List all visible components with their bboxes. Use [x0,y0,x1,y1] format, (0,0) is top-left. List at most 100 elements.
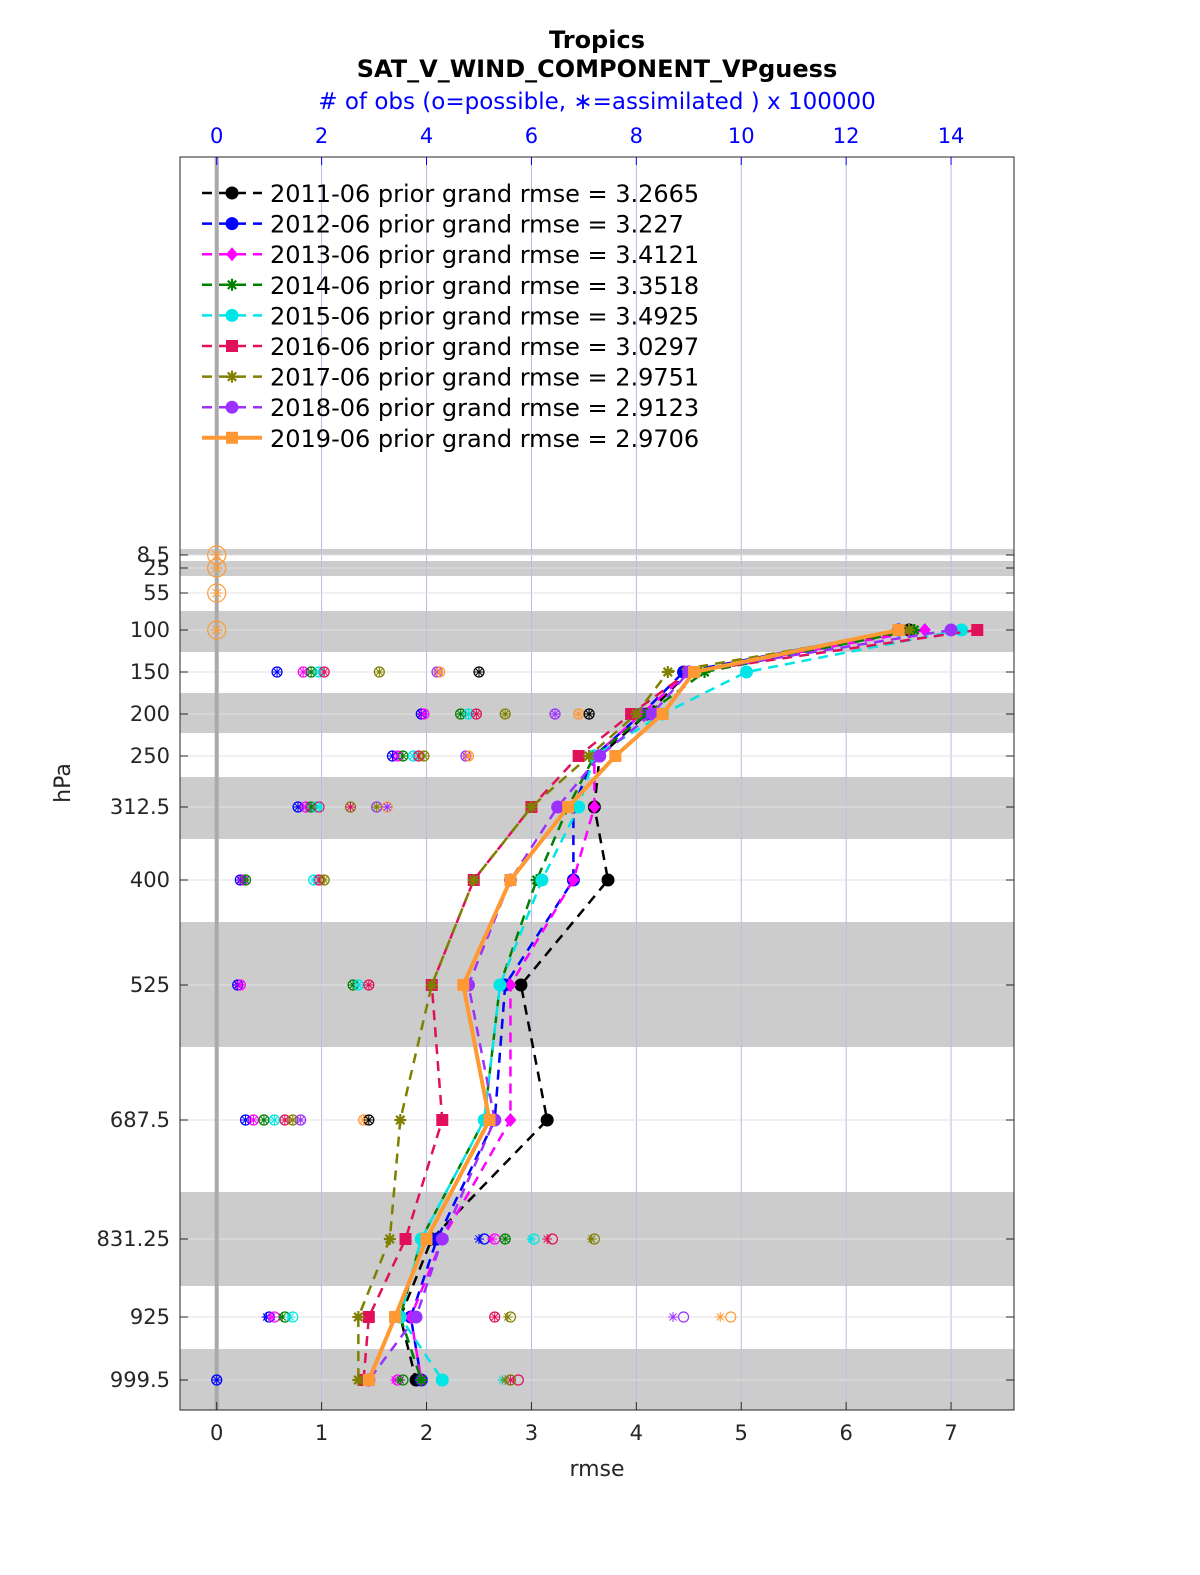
obs-assimilated-marker [211,1375,222,1385]
data-point [225,186,239,200]
data-point [226,431,238,444]
data-point [409,1310,423,1324]
altitude-bands [180,549,1014,1410]
data-point [944,623,958,637]
y-tick-label: 25 [143,556,170,580]
data-point [457,979,470,991]
top-tick-label: 6 [525,124,538,148]
data-point [435,1373,449,1387]
obs-assimilated-marker [395,1375,406,1385]
obs-assimilated-marker [210,624,223,636]
altitude-band [180,693,1014,733]
data-point [661,666,674,678]
y-tick-label: 831.25 [97,1227,170,1251]
legend-label: 2012-06 prior grand rmse = 3.227 [270,211,684,239]
data-point [562,801,575,813]
plot-area-frame [179,156,1015,1411]
y-tick-label: 925 [130,1305,170,1329]
obs-assimilated-marker [319,875,330,885]
data-point [435,1232,449,1246]
legend-label: 2016-06 prior grand rmse = 3.0297 [270,333,699,361]
obs-assimilated-marker [489,1312,500,1322]
data-point [226,370,238,383]
legend: 2011-06 prior grand rmse = 3.2665 2012-06… [202,180,699,453]
legend-label: 2014-06 prior grand rmse = 3.3518 [270,272,699,300]
x-tick-label: 1 [315,1421,328,1445]
x-tick-label: 3 [525,1421,538,1445]
legend-label: 2018-06 prior grand rmse = 2.9123 [270,394,699,422]
data-point [583,750,596,762]
obs-assimilated-marker [500,709,511,719]
legend-label: 2015-06 prior grand rmse = 3.4925 [270,302,699,330]
obs-assimilated-marker [371,802,382,812]
y-tick-label: 200 [130,702,170,726]
obs-possible-marker [207,583,227,603]
x-axis-label: rmse [569,1457,624,1482]
bottom-x-ticks: 0 1 2 3 4 5 6 7 [210,1402,958,1445]
obs-assimilated-marker [487,1234,498,1244]
data-point [688,666,701,678]
x-tick-label: 5 [735,1421,748,1445]
chart-title: Tropics [549,26,645,54]
obs-assimilated-marker [314,667,324,677]
legend-label: 2011-06 prior grand rmse = 3.2665 [270,180,699,208]
data-point [362,1311,375,1323]
altitude-band [180,549,1014,555]
obs-assimilated-marker [306,802,317,812]
data-point [226,278,238,291]
data-point [225,308,239,322]
data-point [362,1374,375,1386]
data-point [504,874,517,886]
y-tick-label: 312.5 [110,795,170,819]
top-tick-label: 10 [728,124,755,148]
obs-assimilated-marker [279,1115,290,1125]
y-tick-label: 687.5 [110,1108,170,1132]
data-point [415,1374,428,1386]
obs-assimilated-marker [374,667,385,677]
series-line [398,628,915,1381]
top-tick-label: 8 [630,124,643,148]
obs-assimilated-marker [505,1375,516,1385]
y-axis-label: hPa [51,763,76,803]
obs-assimilated-marker [240,1115,251,1125]
legend-label: 2013-06 prior grand rmse = 3.4121 [270,241,699,269]
data-point [467,874,480,886]
data-point [352,1311,365,1323]
obs-assimilated-marker [314,875,324,885]
data-point [630,708,643,720]
top-tick-label: 12 [833,124,860,148]
data-point [572,750,585,762]
obs-assimilated-marker [258,1115,269,1125]
y-tick-label: 55 [143,581,170,605]
obs-assimilated-marker [387,751,398,761]
data-point [352,1374,365,1386]
data-point [698,666,711,678]
series-line [398,628,910,1381]
y-tick-label: 525 [130,973,170,997]
x-tick-label: 0 [210,1421,223,1445]
series-line [362,628,978,1381]
obs-possible-marker [725,1311,737,1323]
obs-assimilated-marker [584,709,595,719]
obs-assimilated-marker [277,1312,288,1322]
data-point [593,749,607,763]
obs-assimilated-marker [235,980,246,990]
obs-assimilated-marker [363,1115,374,1125]
top-tick-label: 4 [420,124,433,148]
obs-assimilated-marker [287,1115,298,1125]
series [362,624,905,1386]
data-point [420,1233,433,1245]
obs-assimilated-marker [526,1234,537,1244]
obs-assimilated-marker [306,667,317,677]
data-point [504,978,517,992]
top-tick-label: 14 [938,124,965,148]
series-line [409,628,899,1381]
data-point [225,400,239,414]
obs-assimilated-marker [573,709,584,719]
obs-assimilated-marker [418,709,429,719]
grid-lines [180,157,1014,1410]
obs-assimilated-marker [550,709,561,719]
obs-assimilated-marker [500,1234,511,1244]
